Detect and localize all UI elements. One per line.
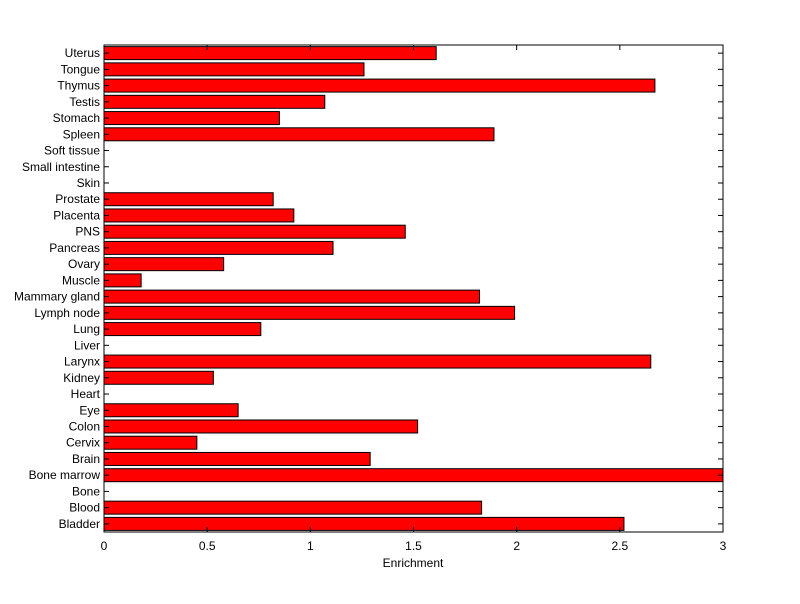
y-tick-label: Placenta — [53, 208, 100, 222]
y-tick-label: Lung — [73, 322, 100, 336]
y-tick-label: Bladder — [59, 517, 100, 531]
plot-area — [103, 44, 724, 533]
y-tick-label: Mammary gland — [14, 290, 100, 304]
bar-cervix — [103, 435, 198, 450]
bar-bone-marrow — [103, 468, 724, 483]
bar-lung — [103, 322, 262, 337]
bar-spleen — [103, 127, 495, 142]
y-axis-ticks: Bladder Blood Bone Bone marrow Brain Cervix Co… — [14, 46, 723, 531]
y-tick-label: Prostate — [55, 192, 100, 206]
y-tick-label: Tongue — [61, 62, 101, 76]
bar-kidney — [103, 370, 214, 385]
y-tick-label: Thymus — [57, 79, 100, 93]
bar-ovary — [103, 257, 225, 272]
bar-testis — [103, 94, 326, 109]
x-tick-label: 3 — [720, 539, 727, 553]
y-tick-label: Kidney — [63, 371, 100, 385]
x-tick-label: 0 — [101, 539, 108, 553]
x-tick-label: 1.5 — [405, 539, 422, 553]
x-axis-label: Enrichment — [383, 556, 444, 570]
y-tick-label: Muscle — [62, 273, 100, 287]
y-tick-label: Heart — [71, 387, 101, 401]
bar-tongue — [103, 62, 365, 77]
bar-prostate — [103, 192, 274, 207]
x-tick-label: 1 — [307, 539, 314, 553]
bar-colon — [103, 419, 419, 434]
bar-stomach — [103, 111, 280, 126]
bar-uterus — [103, 46, 437, 61]
y-tick-label: Eye — [79, 403, 100, 417]
y-tick-label: Colon — [69, 419, 100, 433]
bar-muscle — [103, 273, 142, 288]
bar-eye — [103, 403, 239, 418]
bar-thymus — [103, 78, 656, 93]
bar-brain — [103, 451, 371, 466]
y-tick-label: Ovary — [68, 257, 100, 271]
y-tick-label: Bone marrow — [29, 468, 101, 482]
x-tick-label: 2 — [513, 539, 520, 553]
y-tick-label: Brain — [72, 452, 100, 466]
bar-bladder — [103, 516, 625, 531]
y-tick-label: Liver — [74, 338, 100, 352]
bar-pancreas — [103, 240, 334, 255]
y-tick-label: Stomach — [53, 111, 100, 125]
y-tick-label: Uterus — [65, 46, 100, 60]
y-tick-label: Blood — [69, 501, 100, 515]
y-tick-label: Bone — [72, 484, 100, 498]
y-tick-label: PNS — [75, 225, 100, 239]
y-tick-label: Lymph node — [34, 306, 100, 320]
y-tick-label: Soft tissue — [44, 144, 100, 158]
y-tick-label: Small intestine — [22, 160, 100, 174]
y-tick-label: Spleen — [63, 127, 100, 141]
bar-mammary-gland — [103, 289, 481, 304]
bar-blood — [103, 500, 483, 515]
x-tick-label: 0.5 — [199, 539, 216, 553]
bar-lymph-node — [103, 305, 516, 320]
bar-pns — [103, 224, 406, 239]
y-tick-label: Pancreas — [49, 241, 100, 255]
y-tick-label: Testis — [69, 95, 100, 109]
x-tick-label: 2.5 — [611, 539, 628, 553]
y-tick-label: Skin — [77, 176, 100, 190]
bar-placenta — [103, 208, 295, 223]
bar-larynx — [103, 354, 652, 369]
x-axis-ticks: 0 0.5 1 1.5 2 2.5 3 — [101, 45, 727, 553]
y-tick-label: Larynx — [64, 355, 100, 369]
y-tick-label: Cervix — [66, 436, 100, 450]
